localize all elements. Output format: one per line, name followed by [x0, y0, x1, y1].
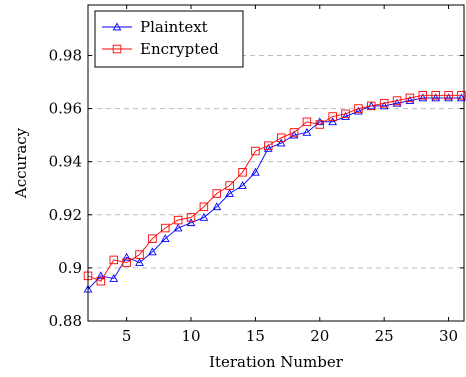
y-tick-label: 0.96 — [49, 100, 82, 118]
series-plaintext — [83, 93, 466, 293]
data-point-encrypted — [289, 128, 299, 137]
data-point-encrypted — [328, 112, 337, 121]
data-point-plaintext — [122, 252, 131, 261]
data-point-plaintext — [96, 271, 106, 280]
data-point-plaintext — [109, 273, 119, 282]
data-point-plaintext — [444, 93, 453, 102]
data-point-plaintext — [457, 93, 466, 102]
data-point-encrypted — [148, 234, 157, 243]
series-line-encrypted — [87, 94, 462, 282]
y-tick-label: 0.98 — [49, 46, 82, 64]
data-point-encrypted — [264, 141, 273, 150]
data-point-plaintext — [341, 112, 350, 120]
data-point-plaintext — [392, 98, 402, 107]
x-axis-title: Iteration Number — [209, 353, 344, 371]
data-point-plaintext — [405, 96, 415, 104]
plot-frame — [87, 4, 465, 322]
data-point-encrypted — [354, 104, 363, 113]
legend-label-encrypted: Encrypted — [140, 40, 219, 58]
y-tick-label: 0.88 — [49, 312, 82, 330]
series-encrypted — [83, 91, 466, 286]
data-point-plaintext — [431, 93, 441, 102]
data-point-encrypted — [315, 120, 325, 129]
legend-box — [94, 10, 244, 68]
data-point-encrypted — [457, 91, 466, 100]
data-point-encrypted — [251, 146, 260, 156]
series-layer — [83, 91, 466, 293]
data-point-plaintext — [328, 117, 338, 126]
data-point-encrypted — [444, 91, 453, 100]
data-point-plaintext — [238, 181, 247, 189]
legend-entry-encrypted: Encrypted — [102, 40, 219, 58]
x-tick-label: 5 — [122, 327, 132, 345]
data-point-encrypted — [173, 215, 183, 225]
legend-marker-encrypted — [112, 44, 122, 54]
data-point-plaintext — [225, 189, 235, 197]
data-point-encrypted — [418, 91, 428, 100]
legend-marker-plaintext — [112, 22, 122, 31]
x-tick-label: 20 — [310, 327, 329, 345]
data-point-encrypted — [238, 168, 247, 177]
data-point-encrypted — [135, 250, 144, 259]
data-point-encrypted — [431, 91, 440, 100]
data-point-plaintext — [160, 234, 170, 243]
y-tick-label: 0.94 — [49, 153, 82, 171]
y-tick-label: 0.92 — [49, 206, 82, 224]
data-point-plaintext — [148, 247, 157, 256]
data-point-plaintext — [251, 167, 260, 176]
x-tick-label: 30 — [439, 327, 458, 345]
legend-entry-plaintext: Plaintext — [102, 18, 208, 36]
x-tick-label: 15 — [246, 327, 265, 345]
y-axis-title: Accuracy — [12, 127, 30, 199]
data-point-encrypted — [405, 93, 415, 103]
data-point-encrypted — [161, 223, 170, 233]
series-line-plaintext — [87, 97, 462, 290]
data-point-plaintext — [289, 130, 299, 139]
legend: Plaintext Encrypted — [94, 10, 244, 68]
data-point-encrypted — [186, 213, 196, 222]
data-point-plaintext — [135, 258, 144, 266]
data-point-plaintext — [276, 138, 286, 147]
data-point-plaintext — [418, 93, 428, 102]
data-point-encrypted — [379, 99, 389, 108]
x-tick-label: 10 — [181, 327, 200, 345]
data-point-plaintext — [173, 223, 183, 232]
data-point-plaintext — [354, 106, 363, 115]
grid-lines — [88, 54, 464, 269]
data-point-encrypted — [392, 96, 402, 105]
data-point-encrypted — [367, 101, 376, 111]
data-point-encrypted — [96, 276, 106, 286]
data-point-encrypted — [122, 258, 131, 267]
axis-ticks: 0.88 0.9 0.92 0.94 0.96 0.98 5 10 15 20 25 30 — [49, 5, 464, 345]
data-point-encrypted — [212, 189, 222, 198]
y-tick-label: 0.9 — [58, 259, 82, 277]
data-point-plaintext — [302, 127, 312, 136]
data-point-plaintext — [186, 218, 196, 227]
data-point-plaintext — [199, 212, 209, 221]
data-point-encrypted — [225, 181, 234, 190]
data-point-encrypted — [341, 109, 350, 119]
data-point-encrypted — [199, 202, 209, 212]
data-point-encrypted — [276, 133, 286, 143]
legend-label-plaintext: Plaintext — [140, 18, 208, 36]
x-tick-label: 25 — [375, 327, 394, 345]
data-point-encrypted — [302, 117, 312, 127]
data-point-plaintext — [379, 101, 389, 110]
data-point-encrypted — [109, 255, 119, 265]
data-point-plaintext — [212, 202, 222, 211]
data-point-plaintext — [263, 143, 273, 152]
